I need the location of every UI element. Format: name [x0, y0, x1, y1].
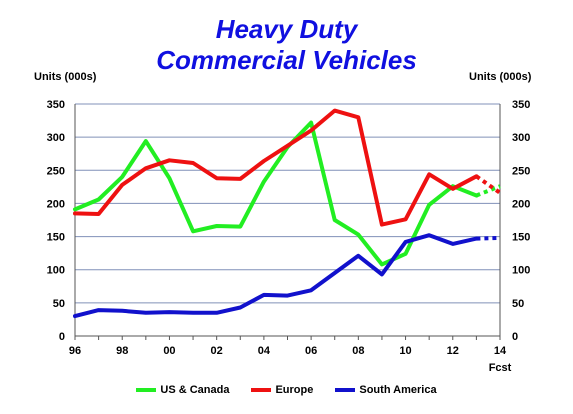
legend-swatch-1	[251, 388, 272, 392]
y-tick-label-left-200: 200	[47, 198, 65, 210]
y-tick-label-left-0: 0	[59, 331, 65, 343]
x-tick-label-96: 96	[69, 345, 81, 357]
y-tick-label-right-350: 350	[512, 99, 530, 111]
y-tick-label-right-0: 0	[512, 331, 518, 343]
x-tick-label-00: 00	[163, 345, 175, 357]
x-tick-label-10: 10	[399, 345, 411, 357]
legend-label-0: US & Canada	[160, 384, 230, 396]
y-tick-label-right-200: 200	[512, 198, 530, 210]
x-axis-forecast-note: Fcst	[489, 362, 512, 374]
legend-item-0: US & Canada	[136, 384, 229, 396]
y-tick-label-left-150: 150	[47, 232, 65, 244]
series-line-0	[73, 120, 479, 267]
y-tick-label-right-250: 250	[512, 165, 530, 177]
y-tick-label-left-300: 300	[47, 132, 65, 144]
series-forecast-line-1	[475, 174, 502, 195]
y-tick-label-left-100: 100	[47, 265, 65, 277]
chart-title-line2: Commercial Vehicles	[156, 45, 417, 75]
legend-swatch-0	[136, 388, 157, 392]
y-tick-label-left-250: 250	[47, 165, 65, 177]
x-tick-label-04: 04	[258, 345, 271, 357]
legend-item-1: Europe	[251, 384, 313, 396]
y-tick-label-left-50: 50	[53, 298, 65, 310]
chart-title-line1: Heavy Duty	[215, 14, 358, 44]
legend-item-2: South America	[335, 384, 437, 396]
series-line-2	[73, 233, 479, 319]
x-tick-label-14: 14	[494, 345, 507, 357]
x-tick-label-12: 12	[447, 345, 459, 357]
series-forecast-line-2	[476, 235, 501, 241]
legend-swatch-2	[335, 388, 356, 392]
legend-label-1: Europe	[275, 384, 314, 396]
x-tick-label-06: 06	[305, 345, 317, 357]
y-tick-label-right-300: 300	[512, 132, 530, 144]
series-line-1	[73, 108, 479, 227]
y-axis-label-left: Units (000s)	[34, 71, 97, 83]
y-tick-label-left-350: 350	[47, 99, 65, 111]
x-tick-label-02: 02	[211, 345, 223, 357]
x-tick-label-08: 08	[352, 345, 364, 357]
y-tick-label-right-50: 50	[512, 298, 524, 310]
legend-label-2: South America	[359, 384, 437, 396]
y-tick-label-right-100: 100	[512, 265, 530, 277]
x-tick-label-98: 98	[116, 345, 128, 357]
y-tick-label-right-150: 150	[512, 232, 530, 244]
chart-legend: US & Canada Europe South America	[0, 384, 573, 396]
y-axis-label-right: Units (000s)	[469, 71, 532, 83]
